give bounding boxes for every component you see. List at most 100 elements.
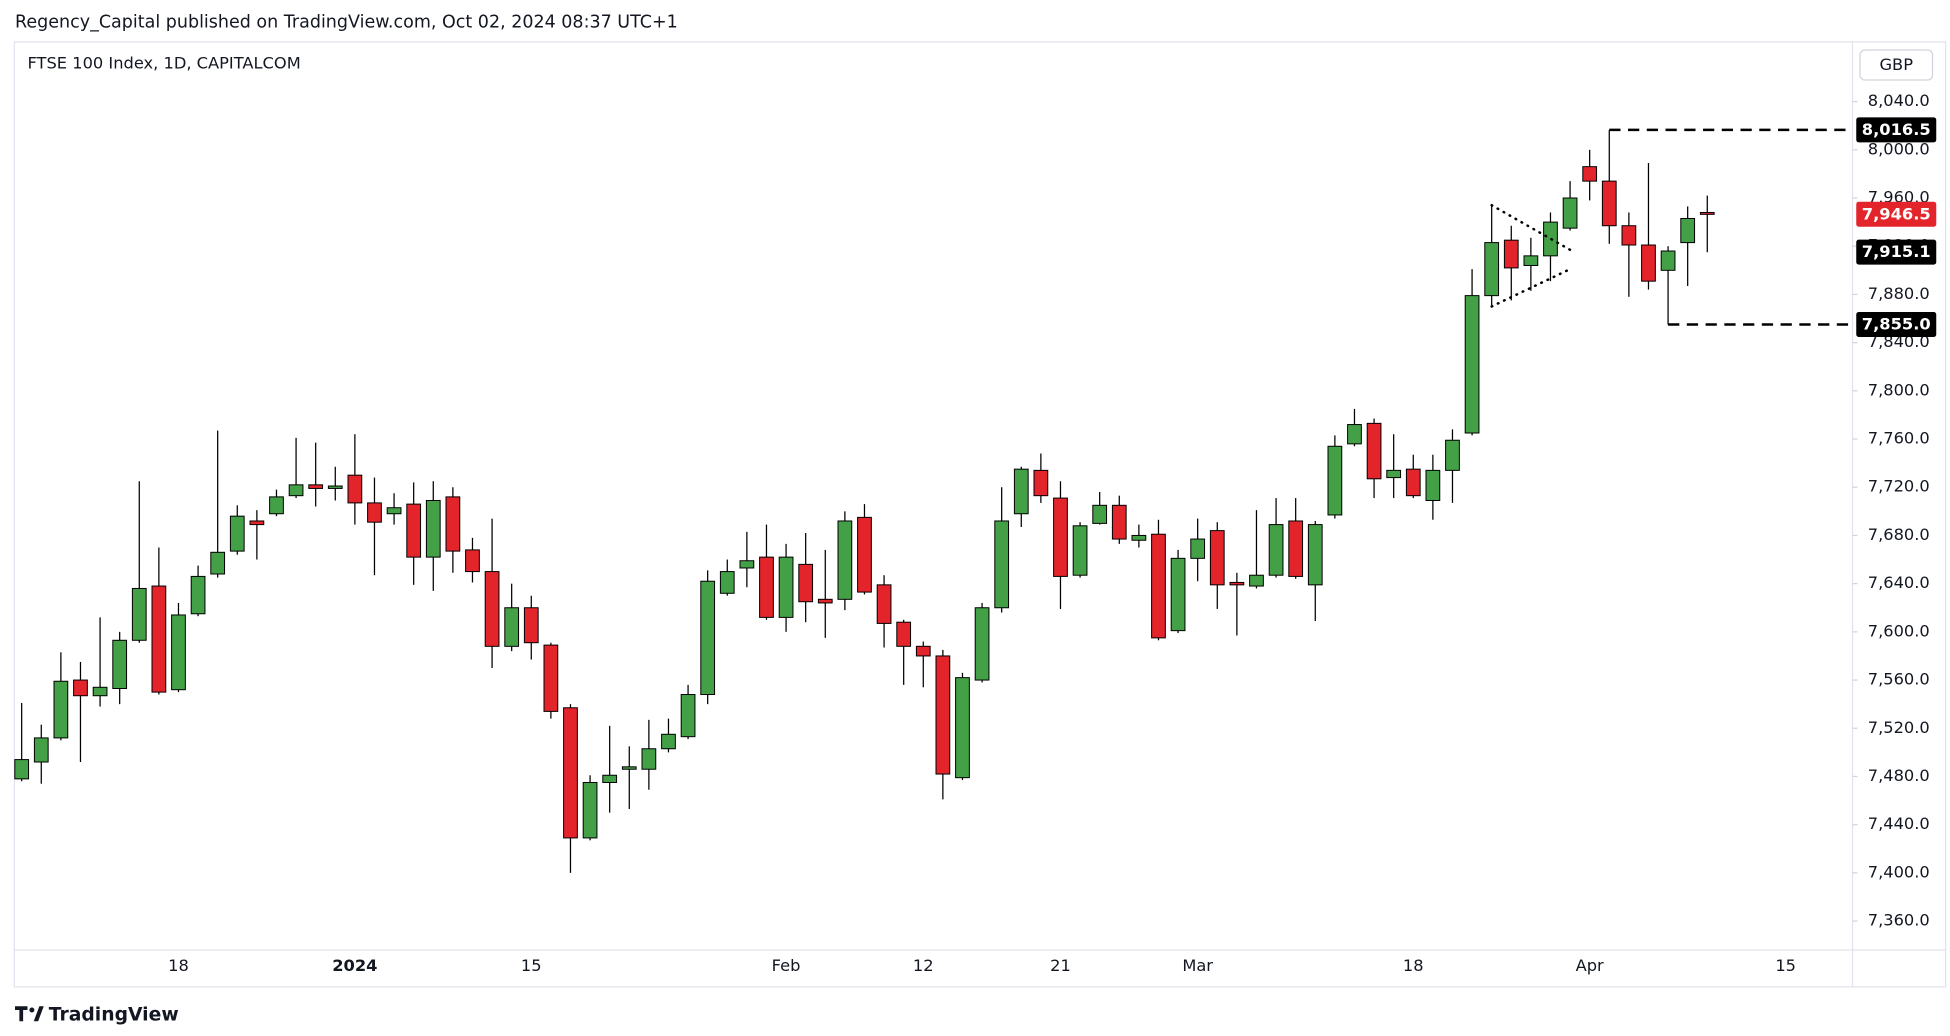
candle-body	[190, 575, 206, 615]
candle-body	[151, 585, 167, 693]
x-tick-label: 18	[1403, 956, 1424, 975]
candle-body	[1347, 424, 1362, 445]
candle-body	[327, 485, 343, 489]
candle-body	[994, 520, 1010, 609]
x-tick-label: 2024	[332, 956, 377, 975]
price-label-box	[1856, 117, 1937, 143]
candle-body	[445, 496, 461, 552]
candle-body	[1660, 250, 1676, 271]
candle-body	[955, 677, 970, 779]
candle-body	[759, 556, 774, 618]
currency-label: GBP	[1879, 55, 1913, 74]
price-label-box	[1856, 239, 1937, 265]
candle-body	[974, 607, 990, 681]
x-tick-label: 12	[913, 956, 934, 975]
brand-name: TradingView	[49, 1005, 179, 1026]
x-tick-label: 15	[1775, 956, 1796, 975]
candle-body	[1503, 239, 1519, 269]
y-tick-label: 7,600.0	[1868, 621, 1930, 640]
candle-body	[1699, 211, 1715, 215]
x-tick-label: 21	[1050, 956, 1071, 975]
y-tick-label: 7,560.0	[1868, 670, 1930, 689]
candle-body	[700, 580, 716, 696]
candle-body	[1601, 180, 1617, 227]
candle-body	[602, 774, 618, 783]
candle-body	[1484, 242, 1500, 297]
candle-body	[171, 614, 186, 691]
candle-body	[425, 499, 441, 558]
candle-body	[1523, 255, 1539, 266]
candle-body	[1445, 439, 1460, 471]
candle-body	[1170, 557, 1186, 632]
candle-body	[1268, 524, 1284, 576]
candle-body	[621, 766, 637, 770]
candle-body	[1092, 504, 1108, 524]
plot: 7,360.0 7,400.0 7,440.0 7,480.0 7,520.0 7,560…	[14, 91, 1937, 975]
candle-body	[210, 551, 226, 575]
candle-body	[739, 560, 755, 569]
candle-body	[582, 781, 598, 839]
candle-body	[1229, 581, 1245, 586]
candle-body	[1190, 538, 1206, 559]
trend-line	[1490, 203, 1572, 252]
candle-body	[563, 707, 578, 839]
candle-body	[1405, 468, 1421, 497]
candle-body	[1151, 533, 1166, 639]
y-tick-label: 7,640.0	[1868, 573, 1930, 592]
candle-body	[229, 515, 245, 552]
candle-body	[465, 549, 480, 573]
candle-body	[719, 571, 735, 594]
candle-body	[308, 484, 324, 489]
candle-body	[1621, 225, 1637, 246]
candle-body	[680, 694, 696, 738]
candle-body	[347, 474, 363, 504]
candle-body	[1307, 524, 1323, 586]
x-tick-label: 18	[168, 956, 189, 975]
candle-body	[915, 645, 931, 657]
x-tick-label: Feb	[772, 956, 801, 975]
y-tick-label: 7,880.0	[1868, 284, 1930, 303]
price-label-box	[1856, 312, 1937, 338]
x-tick-label: Apr	[1576, 956, 1604, 975]
candle-body	[484, 571, 500, 647]
candle-body	[73, 679, 88, 697]
candle-body	[1366, 422, 1382, 480]
candle-body	[857, 516, 872, 593]
candle-body	[249, 520, 265, 526]
currency-button[interactable]	[1859, 49, 1934, 81]
candle-body	[1209, 530, 1225, 586]
candle-body	[935, 655, 951, 775]
candle-body	[876, 584, 892, 624]
publisher-line: Regency_Capital published on TradingView…	[15, 13, 678, 33]
candle-body	[1680, 217, 1696, 244]
x-tick-label: Mar	[1182, 956, 1213, 975]
candle-body	[288, 484, 304, 497]
y-tick-label: 7,680.0	[1868, 525, 1930, 544]
candle-body	[504, 607, 520, 647]
candle-body	[896, 621, 912, 647]
candle-body	[1072, 525, 1088, 576]
y-tick-label: 7,800.0	[1868, 380, 1930, 399]
y-tick-label: 8,000.0	[1868, 139, 1930, 158]
candle-body	[523, 607, 539, 644]
candle-body	[92, 686, 108, 697]
candle-body	[1033, 469, 1049, 497]
candle-body	[661, 733, 676, 750]
price-label: 7,946.5	[1862, 204, 1931, 223]
y-tick-label: 7,760.0	[1868, 429, 1930, 448]
candle-body	[641, 748, 657, 770]
candle-body	[1249, 574, 1264, 587]
candle-body	[112, 639, 128, 689]
price-label: 7,855.0	[1862, 315, 1931, 334]
candle-body	[1386, 469, 1402, 479]
price-label-box	[1856, 201, 1937, 227]
candle-body	[406, 503, 422, 558]
price-label: 7,915.1	[1862, 242, 1931, 261]
candle-body	[1464, 295, 1480, 434]
y-tick-label: 7,480.0	[1868, 766, 1930, 785]
candle-body	[798, 563, 814, 603]
candle-body	[131, 587, 147, 641]
candle-body	[1327, 445, 1343, 516]
